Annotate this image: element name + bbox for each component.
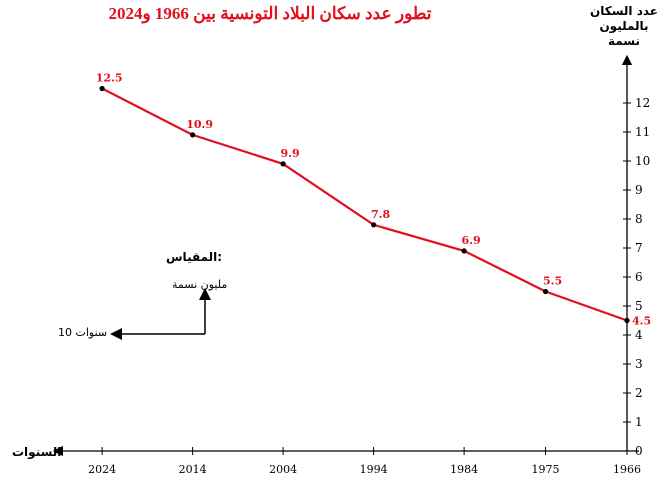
x-tick-label: 1975: [532, 463, 560, 476]
data-label: 12.5: [96, 72, 123, 85]
y-tick-label: 5: [635, 299, 643, 313]
data-point: [624, 317, 630, 324]
y-tick-label: 11: [635, 125, 650, 139]
x-tick-label: 1966: [613, 463, 641, 476]
data-label: 6.9: [462, 234, 481, 247]
data-point: [190, 132, 196, 138]
data-point: [461, 248, 467, 254]
x-tick-label: 1994: [360, 463, 388, 476]
data-label: 9.9: [281, 147, 300, 160]
y-tick-label: 3: [635, 357, 643, 371]
y-axis-label: عدد السكان بالمليون نسمة: [589, 4, 659, 48]
x-tick-label: 2004: [269, 463, 297, 476]
data-point: [371, 222, 377, 228]
y-tick-label: 10: [635, 154, 650, 168]
data-point: [99, 85, 105, 92]
scale-title: المقياس:: [166, 250, 223, 264]
y-tick-label: 9: [635, 183, 643, 197]
data-label: 4.5: [632, 315, 651, 328]
y-tick-label: 1: [635, 415, 643, 429]
data-label: 5.5: [543, 275, 562, 288]
y-tick-label: 2: [635, 386, 643, 400]
data-point: [280, 161, 286, 167]
x-axis-label: السنوات: [12, 445, 62, 459]
y-tick-label: 12: [635, 96, 650, 110]
y-tick-label: 0: [635, 444, 643, 458]
scale-y-unit: مليون نسمة: [172, 278, 228, 291]
y-tick-label: 7: [635, 241, 643, 255]
data-point: [542, 288, 549, 295]
x-tick-label: 2024: [88, 463, 116, 476]
y-tick-label: 6: [635, 270, 643, 284]
data-label: 7.8: [371, 208, 390, 221]
x-tick-label: 2014: [179, 463, 207, 476]
data-label: 10.9: [186, 118, 213, 131]
y-tick-label: 8: [635, 212, 643, 226]
y-tick-label: 4: [635, 328, 643, 342]
x-tick-label: 1984: [450, 463, 478, 476]
chart-title: تطور عدد سكان البلاد التونسية بين 1966 و…: [108, 4, 432, 23]
scale-x-unit: 10 سنوات: [58, 326, 108, 339]
